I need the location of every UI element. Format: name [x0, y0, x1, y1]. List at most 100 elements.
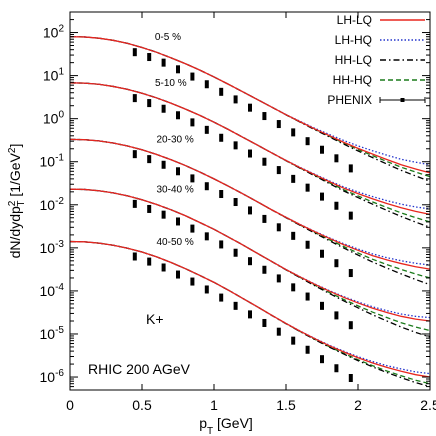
phenix-point	[334, 154, 339, 163]
phenix-point	[161, 160, 166, 169]
phenix-point	[248, 103, 252, 112]
phenix-point	[320, 355, 324, 364]
legend-label: HH-LQ	[335, 53, 372, 67]
phenix-point	[233, 301, 238, 310]
phenix-point	[305, 183, 310, 192]
phenix-point	[320, 192, 324, 201]
phenix-point	[291, 231, 296, 240]
phenix-point	[291, 128, 296, 137]
phenix-point	[132, 252, 137, 261]
phenix-point	[132, 199, 137, 208]
legend-label: LH-LQ	[337, 13, 372, 27]
centrality-label: 5-10 %	[155, 78, 187, 89]
phenix-point	[204, 285, 209, 294]
phenix-point	[320, 301, 324, 310]
phenix-point	[147, 204, 152, 213]
x-tick-label: 1	[210, 397, 218, 413]
phenix-point	[291, 174, 296, 183]
legend-label: HH-HQ	[333, 73, 372, 87]
y-axis-label: dN/dydp2T [1/GeV2]	[7, 144, 27, 259]
legend-label: PHENIX	[327, 93, 372, 107]
phenix-point	[276, 223, 281, 232]
phenix-point	[219, 240, 224, 249]
y-tick-label: 10-2	[40, 196, 65, 213]
phenix-point	[176, 65, 180, 74]
x-tick-label: 0	[66, 397, 74, 413]
legend-marker	[400, 98, 405, 102]
phenix-point	[176, 217, 180, 226]
phenix-point	[348, 164, 353, 173]
legend: LH-LQ LH-HQ HH-LQ HH-HQ PHENIX	[327, 13, 426, 107]
curve-lh-lq-3	[69, 188, 431, 322]
centrality-label: 30-40 %	[156, 184, 193, 195]
phenix-point	[262, 265, 267, 274]
phenix-point	[291, 283, 296, 292]
curve-lh-lq-0	[69, 36, 431, 174]
phenix-point	[348, 269, 353, 278]
y-tick-label: 101	[43, 67, 65, 84]
phenix-point	[233, 198, 238, 207]
phenix-point	[233, 141, 238, 150]
phenix-point	[190, 174, 195, 183]
centrality-label: 40-50 %	[156, 237, 193, 248]
centrality-labels: 0-5 % 5-10 % 20-30 % 30-40 % 40-50 %	[155, 32, 194, 248]
phenix-point	[348, 374, 353, 382]
phenix-point	[291, 336, 296, 345]
phenix-point	[219, 293, 224, 302]
phenix-point	[305, 345, 310, 354]
y-tick-label: 10-3	[40, 239, 65, 256]
phenix-point	[276, 274, 281, 283]
phenix-point	[262, 318, 267, 327]
phenix-point	[147, 99, 152, 108]
phenix-point	[147, 155, 152, 164]
phenix-point	[305, 137, 310, 146]
phenix-point	[305, 240, 310, 249]
phenix-point	[248, 206, 252, 215]
phenix-point	[248, 310, 252, 319]
phenix-point	[348, 321, 353, 330]
phenix-point	[248, 257, 252, 266]
y-tick-label: 10-5	[40, 325, 65, 342]
phenix-point	[190, 118, 195, 127]
phenix-data	[132, 48, 353, 382]
energy-annotation: RHIC 200 AGeV	[88, 361, 191, 377]
x-tick-label: 0.5	[132, 397, 152, 413]
curve-lh-lq-1	[69, 82, 431, 215]
phenix-point	[348, 211, 353, 220]
phenix-point	[233, 248, 238, 257]
phenix-point	[276, 166, 281, 175]
y-tick-label: 10-1	[40, 153, 65, 170]
phenix-point	[204, 232, 209, 241]
phenix-point	[161, 263, 166, 272]
x-axis-label: pT [GeV]	[199, 415, 253, 436]
phenix-point	[219, 190, 224, 199]
y-tick-label: 10-6	[40, 368, 65, 385]
curve-lh-lq-2	[69, 138, 431, 270]
phenix-point	[161, 210, 166, 219]
phenix-point	[190, 224, 195, 233]
y-tick-label: 100	[43, 110, 65, 127]
phenix-point	[305, 292, 310, 301]
phenix-point	[248, 149, 252, 158]
phenix-point	[334, 259, 339, 268]
model-curves	[69, 36, 431, 388]
x-tick-label: 2.5	[420, 397, 436, 413]
phenix-point	[176, 270, 180, 279]
phenix-point	[334, 364, 339, 373]
phenix-point	[262, 157, 267, 166]
phenix-point	[204, 80, 209, 89]
phenix-point	[204, 125, 209, 134]
plot-frame	[69, 11, 431, 391]
phenix-point	[132, 94, 137, 103]
y-axis-ticks: 102 101 100 10-1 10-2 10-3 10-4 10-5 10-6	[40, 11, 430, 391]
phenix-point	[176, 111, 180, 120]
phenix-point	[204, 182, 209, 191]
phenix-point	[233, 95, 238, 104]
y-tick-label: 102	[43, 24, 65, 41]
phenix-point	[161, 58, 166, 67]
phenix-point	[262, 112, 267, 121]
x-tick-label: 2	[354, 397, 362, 413]
legend-label: LH-HQ	[335, 33, 372, 47]
phenix-point	[132, 150, 137, 159]
